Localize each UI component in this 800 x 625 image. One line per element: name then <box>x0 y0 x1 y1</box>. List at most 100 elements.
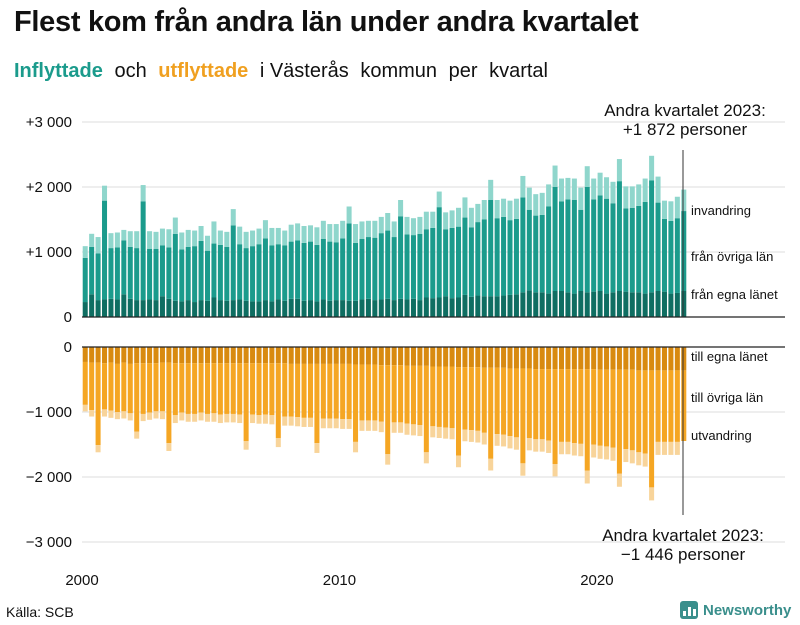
migration-chart: +3 000 +2 000 +1 000 0 0 −1 000 −2 000 −3 000 in… <box>26 101 785 589</box>
bar-in-other <box>475 222 481 296</box>
bar-in-other <box>526 209 532 291</box>
bar-in-immig <box>307 225 313 242</box>
bar-in-own <box>230 300 236 317</box>
bar-in-immig <box>346 206 352 224</box>
label-fran-egna-lanet: från egna länet <box>691 287 778 302</box>
bar-in-other <box>307 241 313 301</box>
bar-in-immig <box>314 227 320 245</box>
bar-in-other <box>462 217 468 295</box>
bar-in-immig <box>584 166 590 187</box>
bar-out-emig <box>314 443 320 453</box>
bar-in-immig <box>481 200 487 220</box>
bar-out-other <box>153 363 159 412</box>
bar-in-other <box>436 207 442 298</box>
bar-out-emig <box>481 432 487 445</box>
bar-out-own <box>301 347 307 364</box>
bar-in-own <box>224 300 230 317</box>
bar-in-immig <box>192 230 198 247</box>
bar-out-own <box>507 347 513 369</box>
bar-in-own <box>307 300 313 317</box>
bar-in-own <box>488 296 494 317</box>
bar-out-own <box>430 347 436 367</box>
bar-out-own <box>501 347 507 368</box>
bar-out-other <box>204 363 211 414</box>
bar-out-own <box>340 347 346 364</box>
bar-in-immig <box>185 229 191 247</box>
bar-in-other <box>333 242 339 301</box>
bar-out-own <box>449 347 455 367</box>
bar-out-other <box>642 370 648 454</box>
bar-in-own <box>430 298 436 317</box>
bar-out-emig <box>192 413 198 422</box>
bar-in-own <box>616 291 622 317</box>
bar-out-emig <box>121 411 127 419</box>
bar-in-other <box>237 244 243 300</box>
bar-out-other <box>82 361 88 405</box>
bar-out-emig <box>204 413 211 422</box>
bar-in-other <box>520 197 526 293</box>
bar-in-other <box>127 246 133 299</box>
bar-out-other <box>224 363 230 414</box>
bar-out-other <box>327 363 333 419</box>
bar-in-own <box>681 291 687 317</box>
bar-in-immig <box>275 227 281 245</box>
bar-out-own <box>288 347 294 364</box>
bar-out-other <box>282 363 288 417</box>
bar-in-immig <box>121 229 127 241</box>
bar-out-own <box>359 347 365 365</box>
bar-out-other <box>185 363 191 414</box>
bar-in-immig <box>520 175 526 198</box>
bar-out-other <box>250 363 256 415</box>
bar-in-immig <box>353 224 359 243</box>
bar-in-other <box>430 227 436 299</box>
bar-in-immig <box>224 231 230 247</box>
bar-in-other <box>655 202 661 291</box>
bar-out-other <box>172 363 178 416</box>
bar-in-immig <box>674 196 680 219</box>
bar-in-immig <box>423 211 429 230</box>
bar-out-emig <box>642 453 648 467</box>
bar-out-emig <box>546 440 552 453</box>
bar-out-other <box>307 363 313 418</box>
bar-out-other <box>359 364 365 421</box>
bar-in-immig <box>655 176 661 203</box>
bar-out-emig <box>578 443 584 457</box>
bar-out-other <box>417 365 423 425</box>
bar-in-other <box>301 242 307 301</box>
bar-out-emig <box>520 463 526 476</box>
bar-out-emig <box>172 415 178 424</box>
bar-in-own <box>314 301 320 317</box>
bar-out-other <box>340 363 346 420</box>
y-tick-label-top: +1 000 <box>26 244 72 261</box>
bar-in-own <box>89 294 95 317</box>
bar-out-other <box>314 363 320 444</box>
bar-out-emig <box>584 470 590 484</box>
bar-out-other <box>636 370 642 453</box>
bar-out-own <box>365 347 371 365</box>
bar-out-other <box>391 365 397 423</box>
bar-out-other <box>159 362 165 412</box>
bar-in-own <box>423 297 429 317</box>
bar-out-other <box>256 363 262 416</box>
bar-out-emig <box>288 416 294 426</box>
bar-in-own <box>597 291 603 317</box>
bar-out-other <box>398 365 404 423</box>
bar-in-immig <box>340 220 346 239</box>
bar-in-immig <box>468 207 474 228</box>
bar-out-emig <box>262 414 268 424</box>
bar-out-emig <box>558 441 565 455</box>
bar-out-other <box>147 363 153 413</box>
bar-out-emig <box>147 412 153 420</box>
bar-in-immig <box>320 220 326 239</box>
bar-in-immig <box>456 207 462 227</box>
bar-in-own <box>571 293 577 317</box>
bar-out-emig <box>198 412 204 421</box>
bar-out-own <box>526 347 532 369</box>
bar-in-own <box>121 294 127 317</box>
bar-in-immig <box>642 178 648 202</box>
bar-in-other <box>204 250 211 301</box>
bar-out-emig <box>655 441 661 455</box>
label-till-ovriga-lan: till övriga län <box>691 390 763 405</box>
bar-out-other <box>571 369 577 444</box>
bar-out-own <box>353 347 359 365</box>
